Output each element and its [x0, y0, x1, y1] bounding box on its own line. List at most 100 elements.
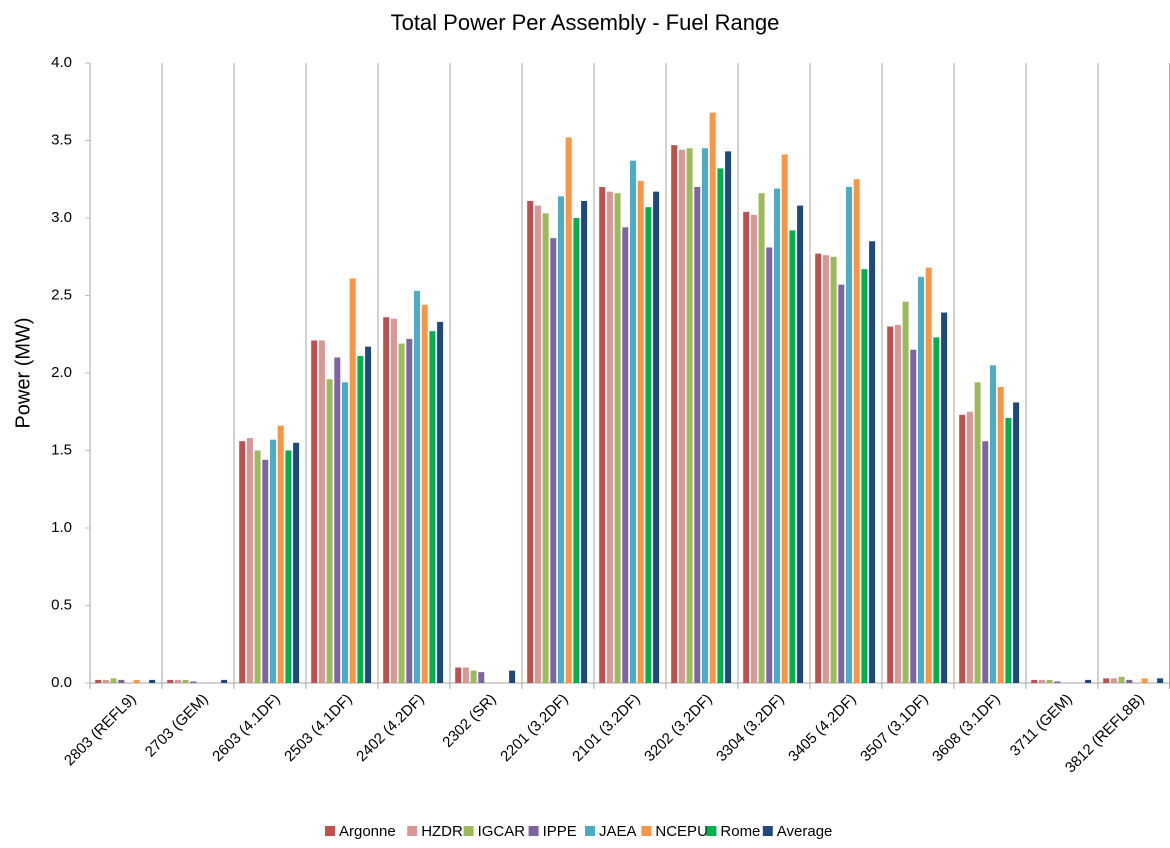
bar — [509, 670, 516, 683]
bar — [622, 227, 629, 684]
bar — [470, 670, 477, 683]
bar — [334, 357, 341, 683]
bar — [318, 340, 325, 683]
y-tick-label: 3.0 — [51, 209, 72, 226]
bar — [149, 679, 156, 683]
bar — [406, 338, 413, 683]
bar — [830, 256, 837, 683]
legend-label: Rome — [720, 823, 760, 840]
bar — [853, 179, 860, 683]
bar — [974, 382, 981, 683]
y-tick-label: 4.0 — [51, 54, 72, 71]
bar — [717, 168, 724, 683]
bar — [414, 290, 420, 683]
bar — [277, 425, 284, 683]
x-tick-label: 3304 (3.2DF) — [713, 691, 788, 766]
bar — [558, 196, 564, 684]
bar — [797, 205, 804, 683]
x-tick-label: 3711 (GEM) — [1007, 691, 1076, 760]
bar — [1013, 402, 1020, 683]
bar — [311, 340, 318, 683]
bar — [1046, 679, 1053, 683]
bar — [671, 145, 678, 683]
bar — [686, 148, 693, 683]
bar — [102, 679, 109, 683]
bar — [383, 317, 390, 683]
bar — [997, 386, 1004, 683]
bar — [614, 193, 621, 683]
bar — [743, 211, 750, 684]
legend-label: IGCAR — [478, 823, 526, 840]
bar — [527, 200, 534, 683]
bar — [702, 148, 708, 683]
bar — [653, 191, 660, 683]
bar — [270, 439, 276, 683]
x-tick-label: 3202 (3.2DF) — [641, 691, 716, 766]
bar — [846, 187, 852, 683]
bar — [982, 441, 989, 683]
y-tick-label: 1.5 — [51, 441, 72, 458]
bar — [342, 382, 348, 683]
legend-swatch — [706, 826, 717, 836]
x-tick-label: 3608 (3.1DF) — [929, 691, 1004, 766]
bar — [933, 337, 940, 683]
bar — [966, 411, 973, 683]
chart-title: Total Power Per Assembly - Fuel Range — [391, 10, 780, 35]
bar — [565, 137, 572, 683]
y-tick-label: 2.0 — [51, 364, 72, 381]
bar — [894, 324, 901, 683]
bar — [887, 326, 894, 683]
bar — [326, 379, 333, 683]
y-axis-label: Power (MW) — [12, 317, 34, 428]
bar — [758, 193, 765, 683]
bar — [694, 187, 701, 683]
bar — [925, 267, 932, 683]
bar — [246, 438, 253, 683]
y-tick-label: 3.5 — [51, 131, 72, 148]
bar — [959, 414, 966, 683]
bar — [910, 349, 917, 683]
bar — [869, 241, 876, 683]
bar — [1141, 678, 1148, 683]
bar — [861, 269, 868, 683]
bar — [254, 450, 261, 683]
bar — [902, 301, 909, 683]
bar — [990, 365, 996, 683]
bar — [133, 679, 140, 683]
bar — [1005, 417, 1012, 683]
x-tick-label: 2402 (4.2DF) — [353, 691, 428, 766]
bar — [1110, 678, 1117, 683]
bar — [774, 188, 780, 684]
bar — [1157, 678, 1164, 683]
bar — [285, 450, 292, 683]
bar — [645, 207, 652, 683]
bar — [421, 304, 428, 683]
bar — [766, 247, 773, 683]
bar — [1054, 681, 1061, 683]
bar — [1085, 679, 1092, 683]
bar — [918, 276, 924, 683]
bar — [781, 154, 788, 683]
bar — [182, 679, 189, 683]
bar — [637, 180, 644, 684]
bar — [455, 667, 462, 683]
legend-label: Average — [777, 823, 833, 840]
bar — [478, 672, 485, 683]
bar — [542, 213, 549, 683]
x-tick-label: 2503 (4.1DF) — [281, 691, 356, 766]
y-tick-label: 1.0 — [51, 519, 72, 536]
y-tick-label: 0.5 — [51, 596, 72, 613]
legend-swatch — [641, 826, 652, 836]
bar — [709, 112, 716, 684]
bar — [678, 149, 685, 684]
legend-swatch — [325, 826, 335, 836]
x-tick-label: 2703 (GEM) — [142, 691, 212, 761]
bar — [789, 230, 796, 683]
bar — [118, 679, 125, 683]
bar — [550, 238, 557, 683]
bar — [293, 442, 300, 683]
bar — [357, 355, 364, 683]
x-tick-label: 3507 (3.1DF) — [857, 691, 932, 766]
bar — [365, 346, 372, 683]
